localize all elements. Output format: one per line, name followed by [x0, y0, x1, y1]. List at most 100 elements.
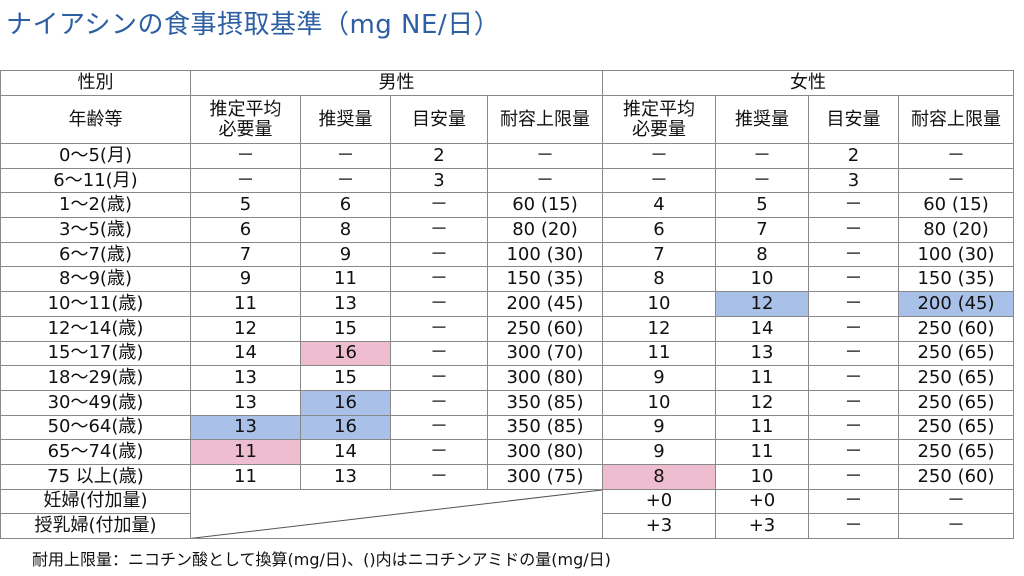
female-value-cell: 12	[715, 291, 809, 317]
female-value-cell: 100 (30)	[898, 241, 1014, 268]
female-value-cell: 8	[715, 241, 809, 268]
male-value-cell: 60 (15)	[487, 192, 603, 219]
diagonal-line	[191, 490, 602, 538]
male-value-cell: 9	[190, 266, 301, 293]
male-value-cell: 8	[300, 217, 391, 243]
male-value-cell: －	[390, 463, 488, 490]
table-row: 6～11(月) －－ 3 －－－ 3 －	[0, 167, 1014, 194]
male-value-cell: 13	[190, 365, 301, 391]
male-value-cell: －	[487, 167, 603, 194]
male-value-cell: －	[390, 414, 488, 441]
table-row: 授乳婦(付加量) +3 +3 －－	[0, 513, 1014, 539]
column-header: 耐容上限量	[898, 95, 1014, 144]
female-value-cell: 4	[602, 192, 716, 219]
niacin-intake-table: 性別 男性 女性 年齢等 推定平均 必要量 推奨量 目安量 耐容上限量 推定平均 必要量 推奨量目…	[0, 70, 1014, 540]
female-value-cell: －	[808, 266, 899, 293]
male-value-cell: 300 (75)	[487, 463, 603, 490]
female-value-cell: －	[808, 463, 899, 490]
age-cell: 6～7(歳)	[0, 241, 191, 268]
age-cell: 12～14(歳)	[0, 315, 191, 342]
male-value-cell: 350 (85)	[487, 389, 603, 416]
female-value-cell: 200 (45)	[898, 291, 1014, 317]
female-value-cell: 80 (20)	[898, 217, 1014, 243]
female-value-cell: －	[808, 217, 899, 243]
age-cell: 18～29(歳)	[0, 365, 191, 391]
column-header: 推定平均 必要量	[602, 95, 716, 144]
female-value-cell: 8	[602, 266, 716, 293]
male-value-cell: 5	[190, 192, 301, 219]
table-row: 妊婦(付加量) +0 +0 －－	[0, 488, 1014, 540]
female-value-cell: －	[602, 143, 716, 169]
female-value-cell: －	[808, 488, 899, 515]
age-cell: 75 以上(歳)	[0, 463, 191, 490]
table-row: 8～9(歳) 9 11 － 150 (35) 8 10 － 150 (35)	[0, 266, 1014, 293]
table-row: 75 以上(歳) 11 13 － 300 (75) 8 10 － 250 (60)	[0, 463, 1014, 490]
age-cell: 8～9(歳)	[0, 266, 191, 293]
male-value-cell: －	[390, 266, 488, 293]
table-row: 3～5(歳) 6 8 － 80 (20) 6 7 － 80 (20)	[0, 217, 1014, 243]
empty-merged-cell	[190, 488, 603, 540]
age-cell: 0～5(月)	[0, 143, 191, 169]
female-value-cell: －	[808, 315, 899, 342]
male-value-cell: 200 (45)	[487, 291, 603, 317]
male-value-cell: －	[300, 143, 391, 169]
female-value-cell: －	[898, 167, 1014, 194]
female-value-cell: 250 (65)	[898, 414, 1014, 441]
age-cell: 15～17(歳)	[0, 340, 191, 367]
female-value-cell: 11	[715, 439, 809, 465]
table-row: 10～11(歳) 11 13 － 200 (45) 10 12 － 200 (45)	[0, 291, 1014, 317]
table-row: 65～74(歳) 11 14 － 300 (80) 9 11 － 250 (65)	[0, 439, 1014, 465]
female-value-cell: －	[898, 513, 1014, 539]
female-value-cell: －	[808, 291, 899, 317]
male-value-cell: 11	[190, 439, 301, 465]
female-value-cell: －	[602, 167, 716, 194]
male-header: 男性	[190, 70, 603, 96]
female-value-cell: 250 (65)	[898, 389, 1014, 416]
female-value-cell: +3	[715, 513, 809, 539]
column-header: 推定平均 必要量	[190, 95, 301, 144]
age-cell: 10～11(歳)	[0, 291, 191, 317]
column-header: 目安量	[390, 95, 488, 144]
female-value-cell: 10	[715, 463, 809, 490]
female-value-cell: 7	[715, 217, 809, 243]
age-cell: 30～49(歳)	[0, 389, 191, 416]
female-value-cell: －	[808, 192, 899, 219]
age-cell: 65～74(歳)	[0, 439, 191, 465]
male-value-cell: －	[390, 291, 488, 317]
age-cell: 妊婦(付加量)	[0, 488, 191, 515]
male-value-cell: 15	[300, 365, 391, 391]
male-value-cell: 11	[190, 291, 301, 317]
male-value-cell: 100 (30)	[487, 241, 603, 268]
male-value-cell: 13	[190, 414, 301, 441]
female-value-cell: －	[808, 513, 899, 539]
male-value-cell: －	[390, 192, 488, 219]
male-value-cell: 6	[190, 217, 301, 243]
female-value-cell: 60 (15)	[898, 192, 1014, 219]
male-value-cell: －	[390, 389, 488, 416]
female-value-cell: 150 (35)	[898, 266, 1014, 293]
male-value-cell: －	[487, 143, 603, 169]
female-value-cell: 12	[602, 315, 716, 342]
female-value-cell: －	[715, 167, 809, 194]
table-row: 1～2(歳) 5 6 － 60 (15) 4 5 － 60 (15)	[0, 192, 1014, 219]
male-value-cell: －	[390, 315, 488, 342]
male-value-cell: 250 (60)	[487, 315, 603, 342]
table-row: 30～49(歳) 13 16 － 350 (85) 10 12 － 250 (65)	[0, 389, 1014, 416]
male-value-cell: 14	[300, 439, 391, 465]
column-header: 推奨量	[715, 95, 809, 144]
male-value-cell: －	[390, 340, 488, 367]
male-value-cell: 300 (80)	[487, 439, 603, 465]
female-value-cell: －	[808, 340, 899, 367]
female-value-cell: +3	[602, 513, 716, 539]
male-value-cell: 6	[300, 192, 391, 219]
male-value-cell: 150 (35)	[487, 266, 603, 293]
female-value-cell: 14	[715, 315, 809, 342]
female-value-cell: 250 (65)	[898, 365, 1014, 391]
female-value-cell: +0	[602, 488, 716, 515]
female-value-cell: 11	[602, 340, 716, 367]
male-value-cell: 11	[300, 266, 391, 293]
male-value-cell: －	[390, 439, 488, 465]
male-value-cell: 3	[390, 167, 488, 194]
column-header: 目安量	[808, 95, 899, 144]
male-value-cell: －	[390, 365, 488, 391]
